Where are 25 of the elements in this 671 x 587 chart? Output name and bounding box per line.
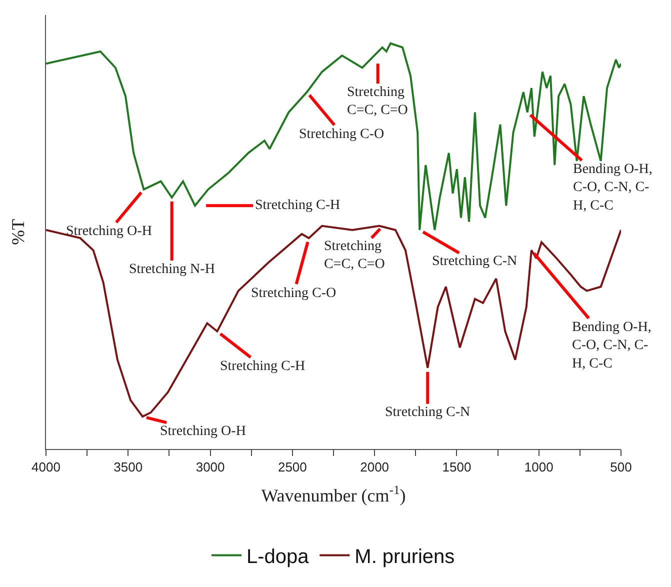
annotation: Stretching C=C, C=O [324,239,385,272]
y-axis-title: %T [8,219,28,245]
annotation: Stretching C-N [385,405,470,420]
x-tick-label: 2000 [360,460,390,475]
annotation: Bending O-H, C-O, C-N, C- H, C-C [573,162,652,214]
annotation: Bending O-H, C-O, C-N, C- H, C-C [572,320,652,372]
x-tick-label: 3000 [196,460,225,475]
annotation: Stretching C-H [255,198,340,213]
x-tick-label: 2500 [278,460,307,475]
x-tick-label: 4000 [32,460,60,475]
annotation: Stretching C-O [299,127,384,142]
annotation: Stretching O-H [160,424,246,439]
annotation: Stretching C-O [251,286,336,301]
annotation: Stretching C-H [220,359,306,374]
x-tick-label: 1000 [524,460,554,475]
x-axis-title: Wavenumber (cm$^{-1}$) [261,483,406,506]
x-tick-label: 3500 [114,460,143,475]
annotation: Stretching C-N [432,254,518,269]
legend-label: L-dopa [246,546,310,568]
annotation: Stretching O-H [66,224,152,239]
annotation: Stretching C=C, C=O [347,85,408,118]
x-tick-label: 500 [610,460,632,475]
x-tick-label: 1500 [442,460,472,475]
legend-label: M. pruriens [354,546,455,568]
annotation: Stretching N-H [129,262,215,277]
